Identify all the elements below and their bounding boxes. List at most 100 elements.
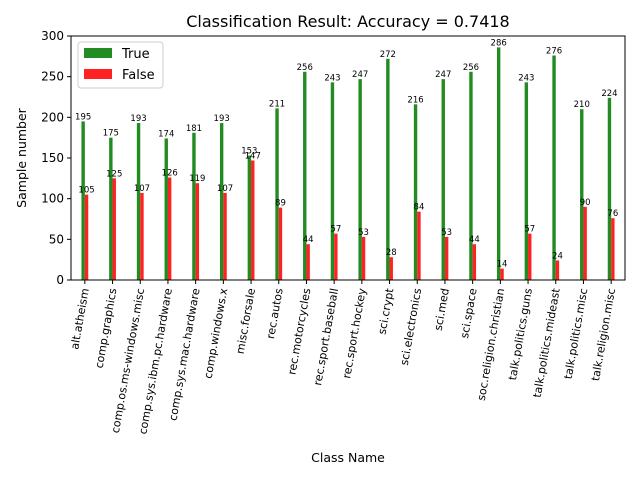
x-tick-label: alt.atheism	[68, 287, 92, 350]
x-tick-label: comp.windows.x	[202, 287, 231, 380]
data-label-true-17: 276	[546, 47, 562, 57]
data-label-true-8: 256	[297, 63, 313, 73]
bar-false-17	[555, 260, 560, 280]
data-label-false-18: 90	[580, 198, 591, 208]
y-tick-label: 150	[41, 151, 64, 165]
bar-false-0	[84, 194, 89, 280]
data-label-true-0: 195	[75, 112, 91, 122]
data-label-true-18: 210	[574, 100, 590, 110]
x-tick-label: misc.forsale	[234, 287, 258, 355]
data-label-true-4: 181	[186, 124, 202, 134]
bar-false-5	[223, 192, 227, 280]
data-label-true-13: 247	[435, 70, 451, 80]
data-label-false-14: 44	[469, 235, 480, 245]
data-label-true-7: 211	[269, 99, 285, 109]
data-label-false-19: 76	[607, 209, 618, 219]
x-tick-label: rec.autos	[264, 287, 286, 340]
y-tick-label: 250	[41, 70, 64, 84]
y-tick-label: 50	[49, 232, 64, 246]
bar-true-3	[164, 138, 168, 280]
data-label-true-12: 216	[407, 95, 423, 105]
data-label-false-5: 107	[217, 184, 233, 194]
legend-swatch-false	[84, 69, 112, 79]
bar-true-15	[496, 47, 501, 281]
x-tick-label: sci.crypt	[376, 287, 397, 336]
bar-false-10	[361, 236, 366, 280]
data-label-false-7: 89	[275, 199, 286, 209]
y-tick-label: 200	[41, 110, 64, 124]
data-label-false-17: 24	[552, 251, 563, 261]
bar-true-17	[552, 55, 556, 280]
bar-true-0	[81, 121, 85, 281]
bar-false-19	[611, 218, 615, 280]
bar-true-8	[303, 71, 307, 280]
bar-false-8	[306, 244, 310, 280]
bar-true-14	[469, 71, 473, 280]
data-label-false-3: 126	[162, 169, 178, 179]
bar-true-11	[386, 58, 390, 281]
data-label-false-2: 107	[134, 184, 150, 194]
bar-true-18	[580, 109, 584, 280]
data-label-true-19: 224	[601, 89, 617, 99]
y-tick-label: 300	[41, 29, 64, 43]
bar-false-6	[251, 160, 255, 280]
bar-true-10	[358, 79, 362, 281]
bar-true-7	[275, 108, 279, 281]
x-axis: alt.atheism comp.graphicscomp.os.ms-windo…	[68, 280, 618, 435]
x-tick-label: talk.politics.guns	[506, 287, 535, 381]
bar-true-2	[136, 123, 141, 280]
y-tick-label: 100	[41, 192, 64, 206]
legend-label-true: True	[121, 47, 150, 62]
data-label-true-3: 174	[158, 129, 174, 139]
bar-false-12	[417, 211, 421, 280]
bar-false-2	[140, 192, 144, 280]
bar-false-15	[500, 268, 504, 280]
data-label-true-10: 247	[352, 70, 368, 80]
x-tick-label: sci.med	[432, 287, 452, 331]
data-label-false-12: 84	[414, 203, 425, 213]
chart-title: Classification Result: Accuracy = 0.7418	[186, 12, 509, 31]
bar-true-12	[413, 104, 418, 280]
x-tick-label: talk.politics.mideast	[531, 287, 563, 399]
bar-true-16	[524, 82, 529, 280]
legend-swatch-true	[84, 48, 112, 58]
data-label-false-1: 125	[106, 169, 122, 179]
bar-false-9	[334, 233, 338, 280]
bar-false-4	[195, 183, 200, 280]
data-label-true-16: 243	[518, 73, 534, 83]
data-label-true-6: 153	[241, 147, 257, 157]
bar-true-13	[441, 79, 445, 281]
bar-false-14	[472, 244, 477, 280]
data-label-false-6: 147	[245, 151, 261, 161]
data-label-false-16: 57	[524, 225, 535, 235]
data-label-true-15: 286	[491, 38, 507, 48]
x-tick-label: rec.sport.hockey	[340, 287, 369, 380]
data-label-true-2: 193	[130, 114, 146, 124]
bar-false-7	[278, 207, 283, 280]
data-label-false-15: 14	[497, 260, 508, 270]
data-label-true-1: 175	[103, 129, 119, 139]
bar-true-5	[219, 123, 224, 280]
x-tick-label: sci.electronics	[398, 287, 424, 366]
x-tick-label: talk.religion.misc	[589, 287, 618, 382]
bar-false-11	[389, 257, 393, 280]
data-label-false-4: 119	[189, 174, 205, 184]
bar-true-6	[247, 155, 252, 280]
bar-true-9	[330, 82, 335, 280]
data-label-true-5: 193	[214, 114, 230, 124]
bar-false-3	[167, 177, 172, 280]
x-tick-label: comp.sys.mac.hardware	[166, 287, 202, 422]
x-tick-label: rec.motorcycles	[285, 287, 313, 376]
x-tick-label: comp.graphics	[93, 287, 120, 369]
legend-label-false: False	[122, 68, 155, 83]
data-label-true-9: 243	[324, 73, 340, 83]
plot-area: 1951051751251931071741261811191931071531…	[70, 35, 626, 281]
bar-false-1	[112, 178, 116, 280]
x-tick-label: talk.politics.misc	[562, 287, 591, 380]
data-label-false-9: 57	[330, 225, 341, 235]
x-tick-label: soc.religion.christian	[475, 287, 508, 401]
data-label-false-10: 53	[358, 228, 369, 238]
x-tick-label: sci.space	[458, 287, 480, 339]
y-axis: 0 50 100 150 200 250 300	[41, 29, 71, 287]
